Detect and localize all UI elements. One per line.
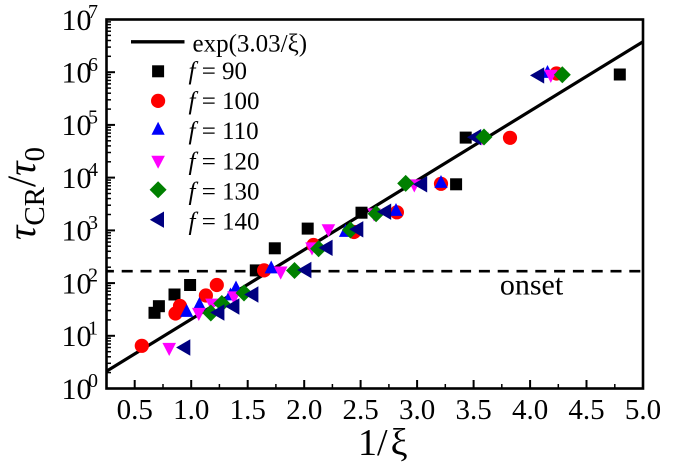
svg-text:10: 10 xyxy=(62,267,92,300)
svg-text:f = 130: f = 130 xyxy=(189,179,260,206)
svg-text:10: 10 xyxy=(62,57,92,90)
svg-text:10: 10 xyxy=(62,162,92,195)
svg-text:1.0: 1.0 xyxy=(173,394,209,426)
svg-text:5: 5 xyxy=(88,107,98,129)
svg-text:f = 100: f = 100 xyxy=(189,88,260,115)
svg-text:2: 2 xyxy=(88,265,98,287)
svg-text:f = 110: f = 110 xyxy=(189,118,259,145)
svg-text:τCR/τ0: τCR/τ0 xyxy=(0,147,51,240)
svg-text:3: 3 xyxy=(88,212,98,234)
svg-text:3.5: 3.5 xyxy=(455,394,491,426)
svg-text:exp(3.03/ξ): exp(3.03/ξ) xyxy=(193,30,308,57)
svg-text:4: 4 xyxy=(88,159,98,181)
svg-text:f = 140: f = 140 xyxy=(189,208,260,235)
svg-text:f = 120: f = 120 xyxy=(189,149,260,176)
svg-text:10: 10 xyxy=(62,320,92,353)
svg-text:0: 0 xyxy=(88,370,98,392)
svg-text:1/ξ: 1/ξ xyxy=(358,422,408,464)
svg-text:0.5: 0.5 xyxy=(117,394,153,426)
svg-text:10: 10 xyxy=(62,109,92,142)
svg-text:4.0: 4.0 xyxy=(512,394,548,426)
svg-text:4.5: 4.5 xyxy=(568,394,604,426)
svg-text:10: 10 xyxy=(62,373,92,406)
svg-text:f = 90: f = 90 xyxy=(189,58,248,85)
svg-text:7: 7 xyxy=(88,1,98,23)
svg-text:2.5: 2.5 xyxy=(342,394,378,426)
svg-text:3.0: 3.0 xyxy=(399,394,435,426)
svg-text:10: 10 xyxy=(62,4,92,37)
svg-text:2.0: 2.0 xyxy=(286,394,322,426)
svg-text:5.0: 5.0 xyxy=(625,394,661,426)
svg-text:onset: onset xyxy=(500,269,564,302)
svg-text:1.5: 1.5 xyxy=(230,394,266,426)
svg-text:10: 10 xyxy=(62,215,92,248)
svg-text:1: 1 xyxy=(88,317,98,339)
svg-text:6: 6 xyxy=(88,54,98,76)
